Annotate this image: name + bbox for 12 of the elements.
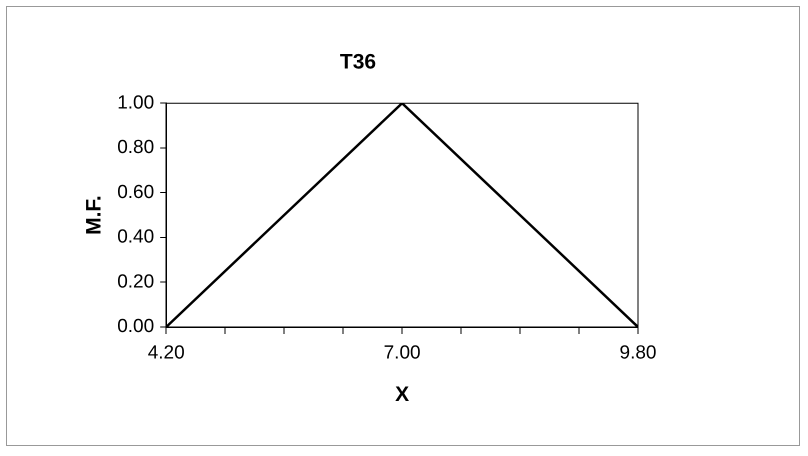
y-tick-label: 1.00 [117, 92, 154, 114]
y-tick-label: 0.20 [117, 271, 154, 292]
x-tick-label: 4.20 [148, 342, 185, 364]
y-tick-label: 0.80 [117, 137, 154, 158]
x-axis-title: X [395, 383, 410, 406]
y-tick-label: 0.60 [117, 182, 154, 203]
y-tick-label: 0.00 [117, 316, 154, 338]
y-tick-label: 0.40 [117, 226, 154, 248]
y-axis-title: M.F. [82, 195, 106, 235]
x-tick-label: 9.80 [620, 342, 656, 364]
chart-title: T36 [340, 50, 376, 74]
x-tick-label: 7.00 [384, 342, 421, 364]
